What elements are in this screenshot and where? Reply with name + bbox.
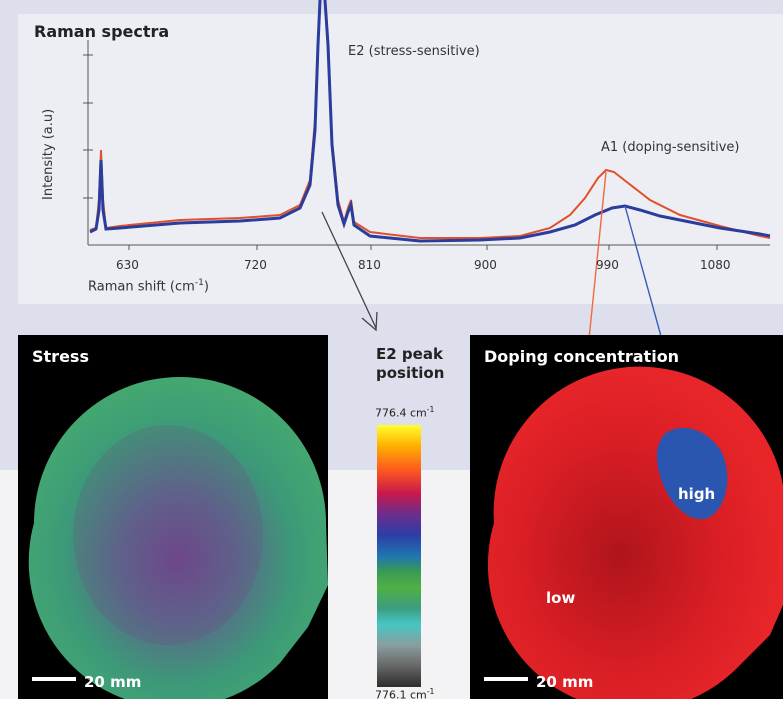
a1-peak-label: A1 (doping-sensitive) bbox=[601, 140, 740, 155]
x-axis-label: Raman shift (cm-1) bbox=[88, 278, 209, 295]
colorbar-max-label: 776.4 cm-1 bbox=[375, 405, 435, 420]
spectrum-title: Raman spectra bbox=[34, 22, 170, 41]
x-tick-label: 1080 bbox=[700, 258, 731, 272]
colorbar bbox=[377, 425, 421, 687]
spectrum-blue-line bbox=[89, 0, 771, 243]
x-tick-label: 630 bbox=[116, 258, 139, 272]
colorbar-title: E2 peak position bbox=[376, 345, 445, 382]
doping-wafer-image bbox=[487, 366, 783, 699]
spectrum-red-line bbox=[89, 0, 771, 239]
low-label: low bbox=[546, 589, 576, 607]
scale-label: 20 mm bbox=[536, 673, 594, 691]
high-label: high bbox=[678, 485, 716, 503]
e2-peak-label: E2 (stress-sensitive) bbox=[348, 44, 480, 59]
x-tick-label: 900 bbox=[474, 258, 497, 272]
doping-map-title: Doping concentration bbox=[484, 347, 680, 366]
y-axis-label: Intensity (a.u) bbox=[41, 108, 56, 200]
a1-red-arrow bbox=[588, 171, 607, 340]
spectrum-plot bbox=[83, 0, 771, 340]
x-tick-label: 720 bbox=[244, 258, 267, 272]
doping-map-panel: Doping concentration high low 20 mm bbox=[470, 335, 783, 699]
scale-bar bbox=[32, 677, 76, 681]
stress-map-title: Stress bbox=[32, 347, 89, 366]
e2-arrow bbox=[321, 211, 378, 332]
y-ticks bbox=[83, 54, 93, 199]
stress-map-panel: Stress 20 mm bbox=[18, 335, 328, 699]
a1-blue-arrow bbox=[624, 205, 663, 340]
x-tick-label: 810 bbox=[358, 258, 381, 272]
scale-label: 20 mm bbox=[84, 673, 142, 691]
scale-bar bbox=[484, 677, 528, 681]
x-tick-label: 990 bbox=[596, 258, 619, 272]
x-ticks bbox=[128, 245, 718, 250]
colorbar-min-label: 776.1 cm-1 bbox=[375, 687, 435, 702]
spectrum-panel bbox=[18, 14, 783, 304]
stress-wafer-image bbox=[28, 377, 328, 699]
